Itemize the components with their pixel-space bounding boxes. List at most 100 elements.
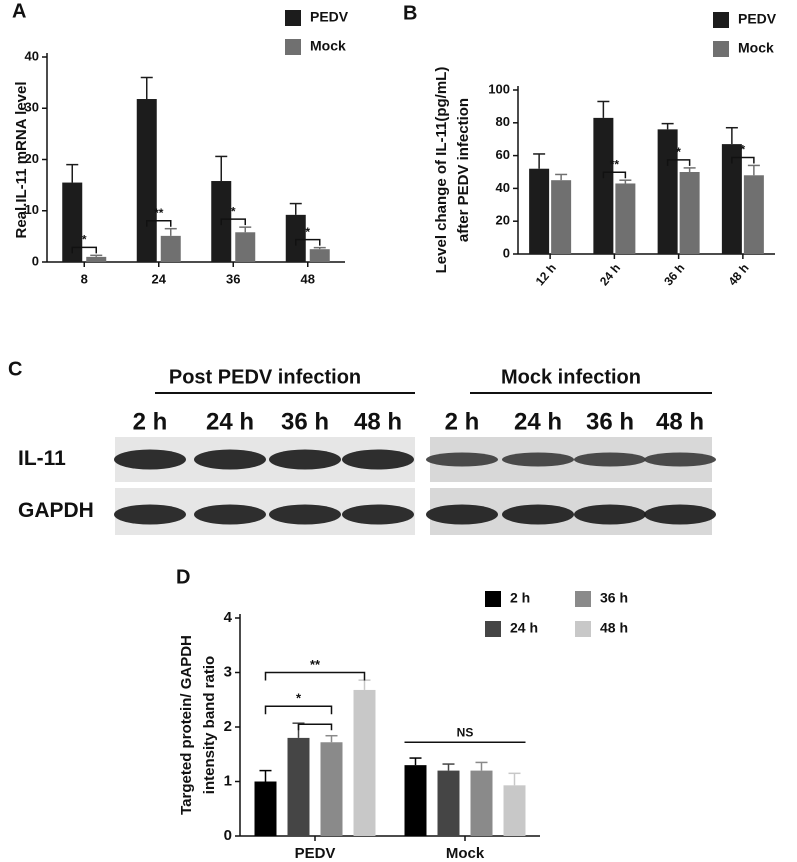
significance-bracket [666,159,691,166]
y-axis-label: Level change of IL-11(pg/mL) [433,67,450,274]
blot-band [574,504,646,525]
panel-label: A [12,0,26,22]
x-tick-label: 48 [301,271,315,286]
blot-band [269,449,341,470]
panel-label: C [8,358,22,380]
legend-label: PEDV [738,11,777,27]
significance-label: * [296,691,302,706]
legend-swatch [485,621,501,637]
row-label: IL-11 [18,447,66,470]
bar [593,117,614,254]
y-tick-label: 2 [224,718,232,735]
significance-label: * [231,204,236,218]
legend-swatch [575,591,591,607]
x-tick-label: 48 h [725,261,751,288]
legend-swatch [485,591,501,607]
lane-label: 2 h [445,408,480,435]
x-tick-label: 36 h [661,261,687,288]
bar [235,232,256,262]
blot-band [574,452,646,467]
lane-label: 36 h [586,408,634,435]
bar [615,183,636,254]
lane-label: 24 h [206,408,254,435]
significance-bracket [295,238,321,246]
bar [503,785,526,836]
blot-band [342,504,414,525]
y-tick-label: 40 [496,180,510,195]
blot-band [342,449,414,470]
lane-label: 48 h [656,408,704,435]
panel-label: B [403,2,417,24]
bar [470,770,493,836]
blot-band [502,452,574,467]
bar [254,781,277,836]
bar [437,770,460,836]
y-tick-label: 20 [25,151,39,166]
bar [86,256,107,262]
legend-label: 24 h [510,620,538,636]
significance-label: NS [457,725,474,739]
row-label: GAPDH [18,499,94,522]
blot-band [194,449,266,470]
x-tick-label: PEDV [295,845,336,862]
significance-label: * [82,233,87,247]
group-label: Mock infection [501,366,641,388]
legend-swatch [713,12,729,28]
significance-label: * [676,145,681,159]
significance-bracket [146,219,172,227]
x-tick-label: 12 h [533,261,559,288]
blot-band [502,504,574,525]
bar [529,168,550,254]
bar [679,172,700,254]
bar [287,737,310,836]
x-tick-label: 8 [81,271,88,286]
y-tick-label: 4 [224,609,233,626]
y-axis-label: intensity band ratio [201,656,218,794]
legend-label: 2 h [510,590,530,606]
significance-bracket [602,171,627,179]
lane-label: 48 h [354,408,402,435]
blot-band [426,452,498,467]
significance-bracket [731,156,755,164]
y-axis-label: after PEDV infection [455,98,472,242]
lane-label: 36 h [281,408,329,435]
legend-swatch [575,621,591,637]
bar [353,689,376,836]
y-tick-label: 3 [224,663,232,680]
y-tick-label: 30 [25,100,39,115]
bar [309,249,330,262]
significance-bracket [71,246,97,254]
x-tick-label: 36 [226,271,240,286]
y-tick-label: 80 [496,114,510,129]
bar [160,235,181,262]
y-axis-label: Real.IL-11 mRNA level [13,81,30,238]
significance-label: ** [610,157,620,171]
x-tick-label: 24 [152,271,167,286]
legend-label: PEDV [310,9,349,25]
bar [62,182,83,262]
bar [743,175,764,254]
significance-label: ** [154,206,164,220]
y-axis-label: Targeted protein/ GAPDH [178,635,195,815]
bar [404,765,427,836]
bar [285,214,306,262]
y-tick-label: 100 [488,81,510,96]
significance-bracket [264,705,333,715]
significance-label: * [305,225,310,239]
y-tick-label: 40 [25,48,39,63]
legend-label: Mock [310,38,346,54]
bar [136,99,157,263]
significance-label: * [741,143,746,157]
legend-label: 36 h [600,590,628,606]
significance-label: ** [310,657,321,672]
lane-label: 24 h [514,408,562,435]
bar [320,742,343,836]
y-tick-label: 60 [496,147,510,162]
x-tick-label: Mock [446,845,485,862]
significance-bracket [297,723,333,731]
y-tick-label: 10 [25,202,39,217]
significance-bracket [264,671,366,681]
legend-label: 48 h [600,620,628,636]
bar [657,129,678,254]
